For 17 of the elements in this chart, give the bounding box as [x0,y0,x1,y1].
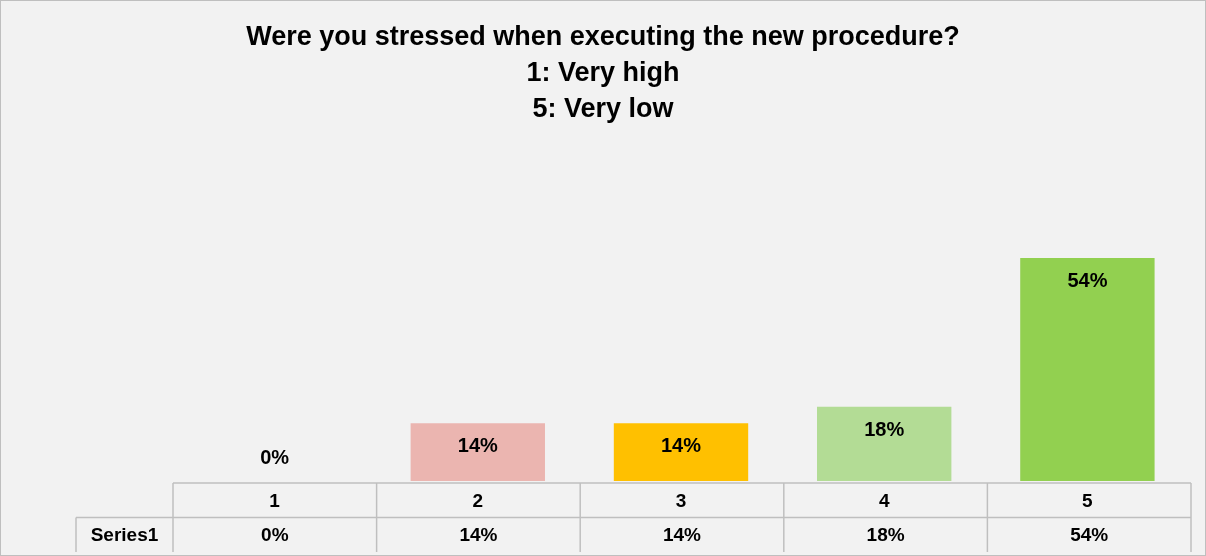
data-label: 18% [866,524,905,546]
text: 14% [660,434,702,457]
data-label: 14% [662,524,702,546]
data-label: 0% [261,524,289,546]
chart-title: Were you stressed when executing the new procedure? 1: Very high 5: Very low [246,21,960,123]
text: 0% [260,446,290,468]
x-tick-label: 2 [472,490,484,511]
text: 54% [1067,269,1108,291]
data-label: 54% [1070,524,1109,546]
data-label: 14% [459,524,498,546]
text: 18% [864,417,905,440]
x-tick-label: 1 [269,490,281,511]
x-tick-label: 4 [878,490,890,511]
text: 14% [457,434,498,457]
text: Series1 [90,524,159,546]
x-tick-label: 3 [675,490,687,511]
x-tick-label: 5 [1082,490,1094,511]
